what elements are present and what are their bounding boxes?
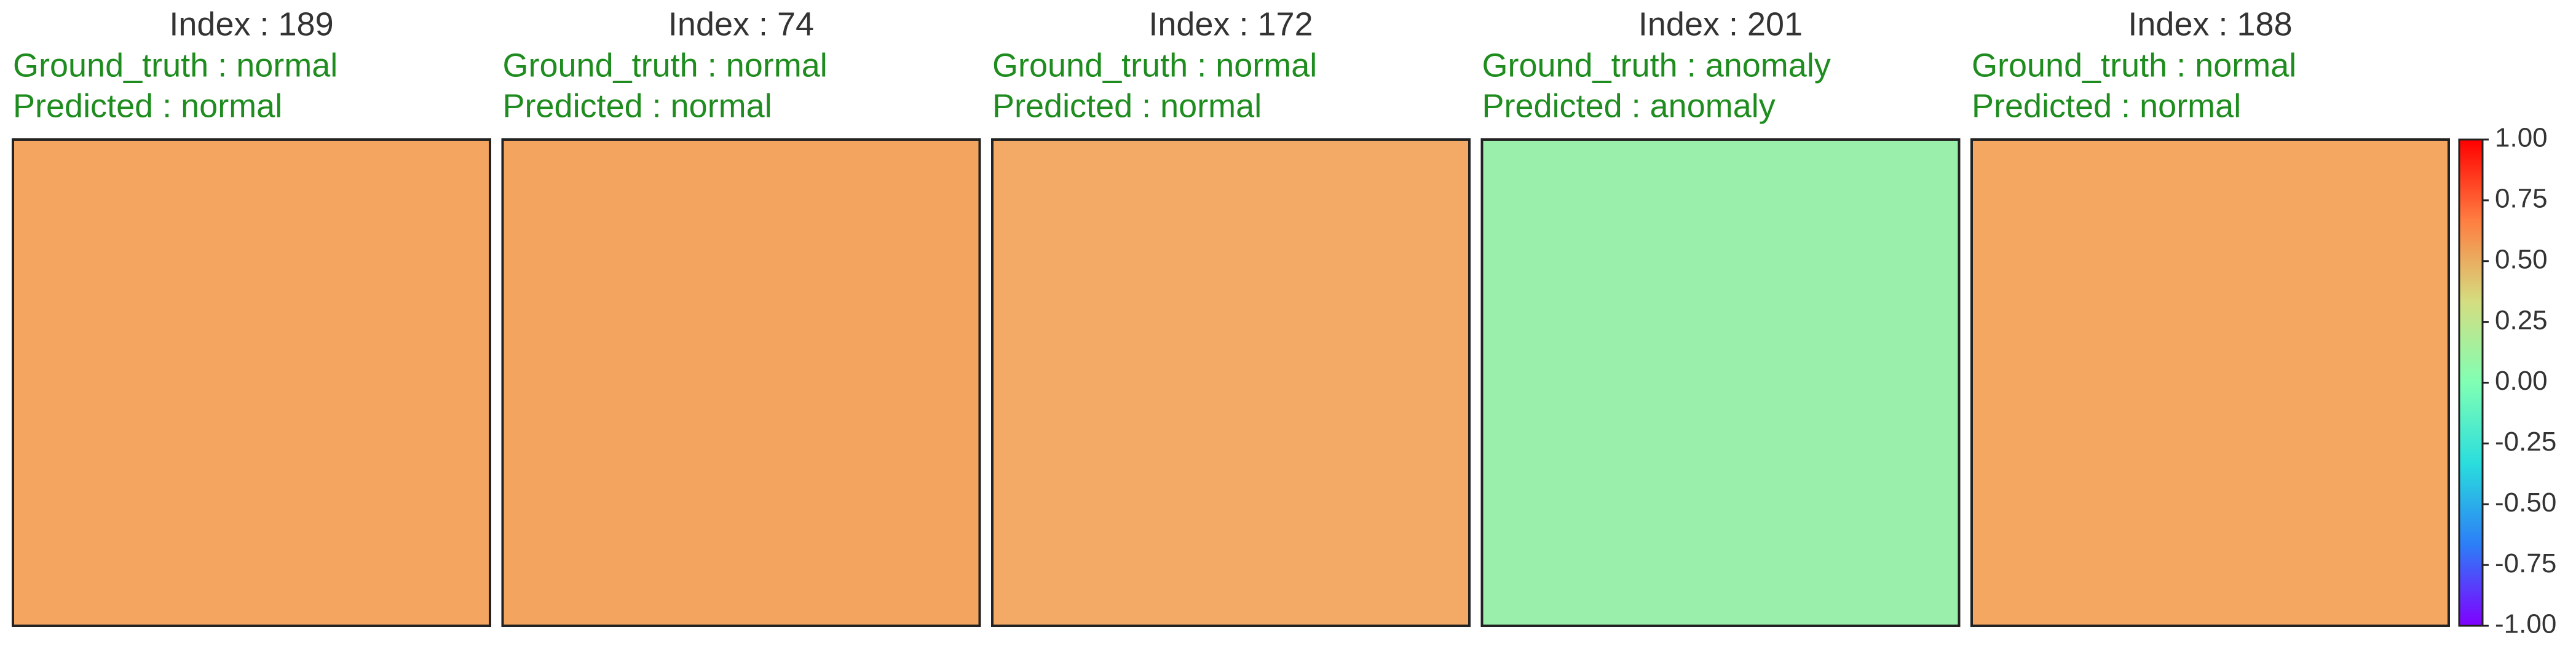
predicted-label: Predicted : normal bbox=[1972, 87, 2241, 124]
colorbar-tick-label: 1.00 bbox=[2495, 123, 2548, 153]
heatmap bbox=[12, 138, 491, 627]
panel-title: Index : 189 bbox=[169, 6, 333, 42]
ground-truth-label: Ground_truth : normal bbox=[503, 47, 828, 84]
ground-truth-label: Ground_truth : anomaly bbox=[1482, 47, 1831, 84]
heatmap bbox=[1480, 138, 1961, 627]
colorbar-tick-label: -0.50 bbox=[2495, 487, 2556, 518]
colorbar-tick-label: 0.00 bbox=[2495, 366, 2548, 396]
colorbar-tick-label: -0.25 bbox=[2495, 427, 2556, 457]
heatmap bbox=[1970, 138, 2450, 627]
colorbar-tick-label: 0.75 bbox=[2495, 184, 2548, 214]
panel-title: Index : 201 bbox=[1638, 6, 1803, 42]
panel-title: Index : 172 bbox=[1148, 6, 1313, 42]
panel-title: Index : 74 bbox=[668, 6, 814, 42]
colorbar-tick-label: -1.00 bbox=[2495, 609, 2556, 639]
colorbar-tick-label: 0.25 bbox=[2495, 305, 2548, 335]
colorbar-tick-label: 0.50 bbox=[2495, 244, 2548, 274]
heatmap bbox=[991, 138, 1471, 627]
predicted-label: Predicted : anomaly bbox=[1482, 87, 1776, 124]
ground-truth-label: Ground_truth : normal bbox=[1972, 47, 2296, 84]
predicted-label: Predicted : normal bbox=[503, 87, 772, 124]
colorbar bbox=[2458, 138, 2484, 627]
ground-truth-label: Ground_truth : normal bbox=[992, 47, 1317, 84]
colorbar-tick-label: -0.75 bbox=[2495, 548, 2556, 578]
ground-truth-label: Ground_truth : normal bbox=[13, 47, 338, 84]
predicted-label: Predicted : normal bbox=[13, 87, 282, 124]
panel-title: Index : 188 bbox=[2128, 6, 2292, 42]
heatmap bbox=[501, 138, 981, 627]
predicted-label: Predicted : normal bbox=[992, 87, 1262, 124]
